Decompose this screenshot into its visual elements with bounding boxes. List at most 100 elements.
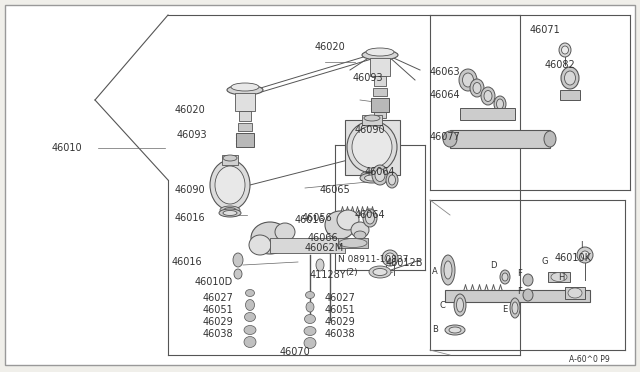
Ellipse shape xyxy=(561,67,579,89)
Ellipse shape xyxy=(220,206,240,214)
Text: 46038: 46038 xyxy=(325,329,356,339)
Text: 46038: 46038 xyxy=(203,329,234,339)
Bar xyxy=(238,123,252,131)
Text: 46090: 46090 xyxy=(175,185,205,195)
Ellipse shape xyxy=(363,209,377,227)
Ellipse shape xyxy=(372,165,388,185)
Text: 46010: 46010 xyxy=(52,143,83,153)
Text: 46051: 46051 xyxy=(325,305,356,315)
Bar xyxy=(222,155,238,165)
Ellipse shape xyxy=(510,298,520,318)
Text: E: E xyxy=(502,305,508,314)
Bar xyxy=(445,290,590,302)
Text: 46020: 46020 xyxy=(175,105,205,115)
Text: G: G xyxy=(542,257,548,266)
Text: 46077: 46077 xyxy=(430,132,461,142)
Bar xyxy=(338,238,368,248)
Ellipse shape xyxy=(445,325,465,335)
Ellipse shape xyxy=(304,327,316,336)
Ellipse shape xyxy=(246,299,255,311)
Ellipse shape xyxy=(249,235,271,255)
Ellipse shape xyxy=(444,261,452,279)
Ellipse shape xyxy=(382,250,398,266)
Ellipse shape xyxy=(559,43,571,57)
Ellipse shape xyxy=(337,210,359,230)
Text: 46020: 46020 xyxy=(315,42,346,52)
Ellipse shape xyxy=(544,131,556,147)
Ellipse shape xyxy=(459,69,477,91)
Text: 46071: 46071 xyxy=(530,25,561,35)
Ellipse shape xyxy=(210,160,250,210)
Text: F: F xyxy=(517,269,522,278)
Text: 46056: 46056 xyxy=(302,213,333,223)
Ellipse shape xyxy=(233,253,243,267)
Circle shape xyxy=(577,247,593,263)
Bar xyxy=(362,115,382,125)
Ellipse shape xyxy=(456,298,463,312)
Text: 46016: 46016 xyxy=(172,257,203,267)
Ellipse shape xyxy=(325,211,355,239)
Text: 46027: 46027 xyxy=(203,293,234,303)
Ellipse shape xyxy=(373,269,387,276)
Text: I: I xyxy=(580,241,582,250)
Ellipse shape xyxy=(352,126,392,168)
Ellipse shape xyxy=(523,274,533,286)
Bar xyxy=(371,98,389,112)
Ellipse shape xyxy=(244,337,256,347)
Text: 46064: 46064 xyxy=(355,210,386,220)
Bar xyxy=(374,76,386,86)
Ellipse shape xyxy=(502,273,508,281)
Ellipse shape xyxy=(244,326,256,334)
Ellipse shape xyxy=(385,253,395,263)
Ellipse shape xyxy=(470,79,484,97)
Ellipse shape xyxy=(246,289,255,296)
Text: 46016: 46016 xyxy=(295,215,326,225)
Text: 46029: 46029 xyxy=(325,317,356,327)
Ellipse shape xyxy=(347,121,397,173)
Ellipse shape xyxy=(275,223,295,241)
Ellipse shape xyxy=(386,172,398,188)
Text: 46082: 46082 xyxy=(545,60,576,70)
Text: 46090: 46090 xyxy=(355,125,386,135)
Text: 46093: 46093 xyxy=(177,130,207,140)
Text: A-60^0 P9: A-60^0 P9 xyxy=(569,356,610,365)
Text: 46062M: 46062M xyxy=(305,243,344,253)
Text: C: C xyxy=(440,301,446,310)
Ellipse shape xyxy=(494,96,506,112)
Ellipse shape xyxy=(304,337,316,349)
Ellipse shape xyxy=(224,208,236,212)
Text: 46010D: 46010D xyxy=(195,277,233,287)
Ellipse shape xyxy=(361,171,383,179)
Bar xyxy=(548,272,570,282)
Ellipse shape xyxy=(454,294,466,316)
Bar xyxy=(270,238,345,253)
Text: 46064: 46064 xyxy=(430,90,461,100)
Ellipse shape xyxy=(360,173,384,183)
Text: 46029: 46029 xyxy=(203,317,234,327)
Ellipse shape xyxy=(227,85,263,95)
Ellipse shape xyxy=(369,266,391,278)
Bar xyxy=(450,130,550,148)
Bar xyxy=(460,108,515,120)
Text: F: F xyxy=(517,288,522,296)
Bar xyxy=(236,133,254,147)
Ellipse shape xyxy=(568,288,582,298)
Ellipse shape xyxy=(339,238,367,247)
Bar xyxy=(370,58,390,76)
Ellipse shape xyxy=(365,173,379,177)
Text: B: B xyxy=(432,326,438,334)
Ellipse shape xyxy=(316,259,324,271)
Ellipse shape xyxy=(365,212,374,224)
Ellipse shape xyxy=(551,273,567,282)
Text: 46063: 46063 xyxy=(430,67,461,77)
Bar xyxy=(373,88,387,96)
Text: 46064: 46064 xyxy=(365,167,396,177)
Text: 41128Y: 41128Y xyxy=(310,270,347,280)
Ellipse shape xyxy=(364,115,380,121)
Ellipse shape xyxy=(365,175,380,181)
Bar xyxy=(235,93,255,111)
Text: 46010K: 46010K xyxy=(555,253,592,263)
Ellipse shape xyxy=(484,90,492,102)
Circle shape xyxy=(581,251,589,259)
Ellipse shape xyxy=(441,255,455,285)
